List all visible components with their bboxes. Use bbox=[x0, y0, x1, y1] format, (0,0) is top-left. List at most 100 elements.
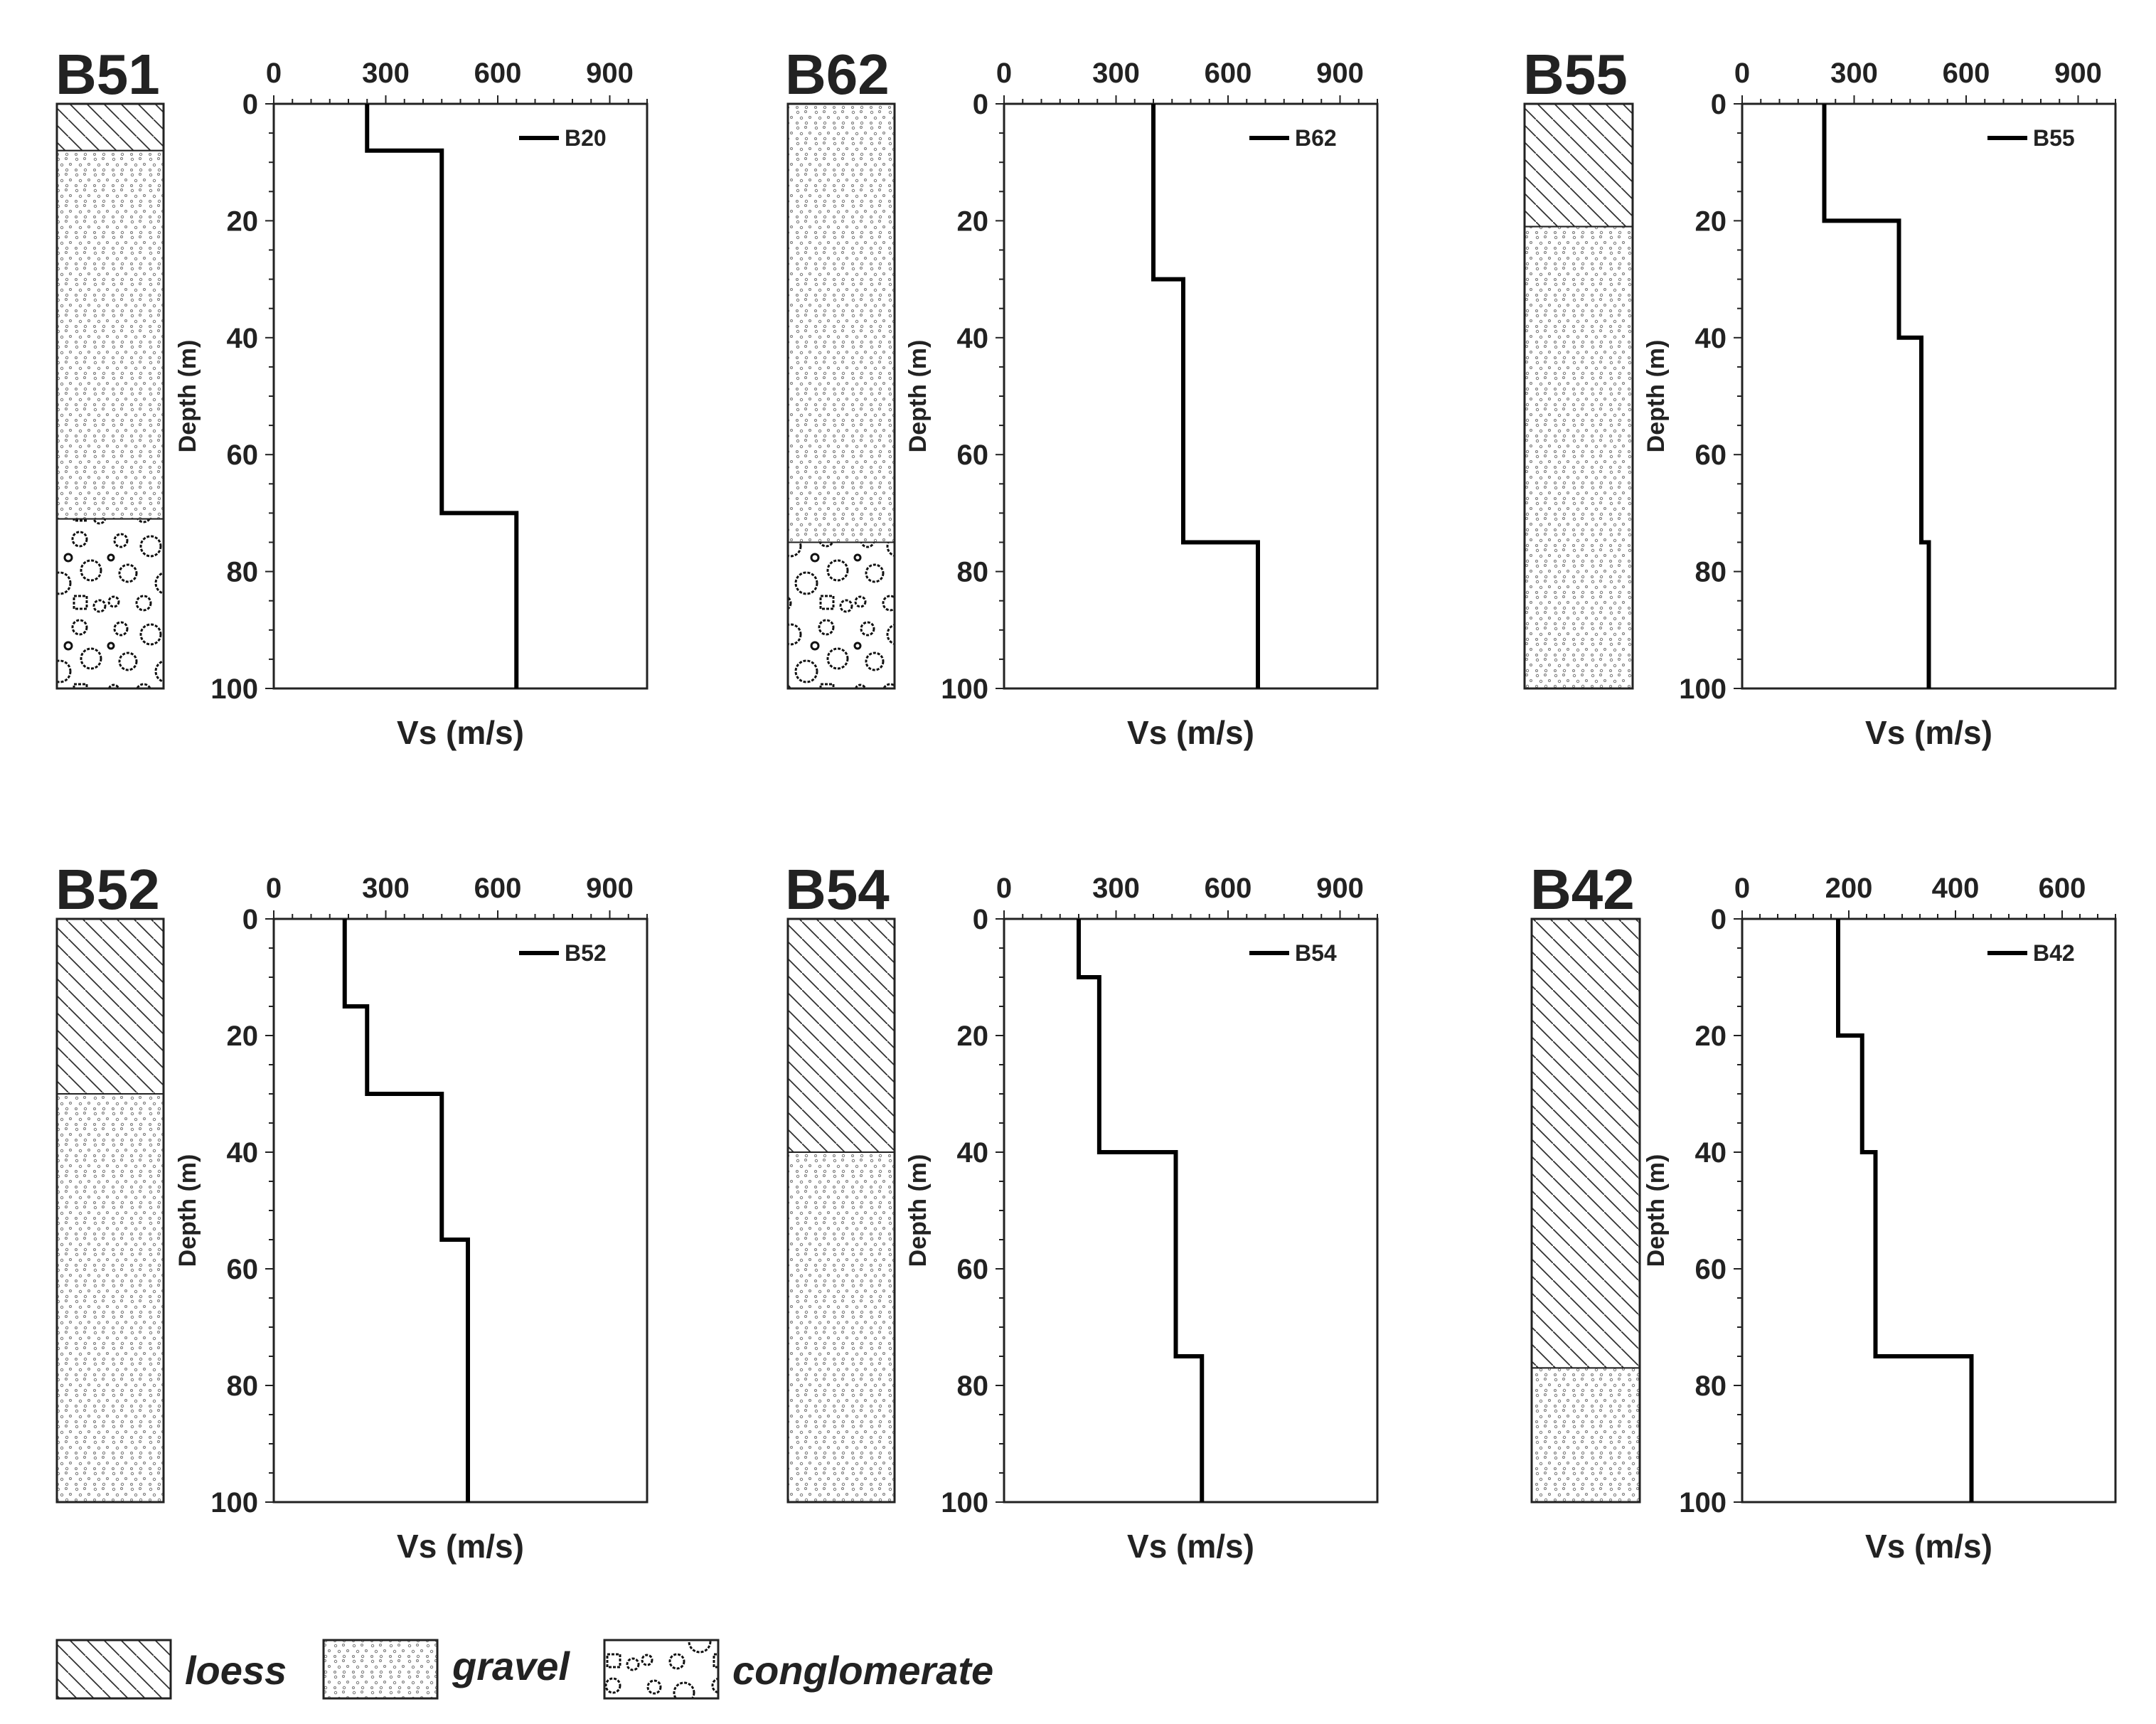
soil-layer-conglomerate bbox=[787, 541, 895, 689]
y-tick-label: 20 bbox=[957, 206, 989, 237]
soil-legend-swatch-loess bbox=[55, 1639, 172, 1700]
soil-layer-loess bbox=[56, 918, 164, 1095]
y-tick-label: 20 bbox=[227, 206, 259, 237]
y-tick-label: 100 bbox=[941, 1487, 988, 1518]
x-tick-label: 900 bbox=[2054, 58, 2102, 89]
y-tick-label: 80 bbox=[957, 1371, 989, 1402]
y-tick-label: 20 bbox=[1695, 1021, 1727, 1052]
x-tick-label: 300 bbox=[1830, 58, 1878, 89]
vs-profile-line bbox=[1151, 104, 1260, 688]
y-tick-label: 80 bbox=[227, 557, 259, 588]
x-tick-label: 300 bbox=[1092, 873, 1140, 904]
x-tick-label: 600 bbox=[474, 873, 522, 904]
soil-layer-gravel bbox=[787, 1151, 895, 1503]
soil-legend-label-loess: loess bbox=[185, 1648, 287, 1693]
panel-b55: B55 0 300 600 900 0 20 40 60 80 100 Vs (m/s) Depth (… bbox=[1523, 43, 2117, 751]
borehole-column bbox=[786, 102, 896, 690]
soil-layer-loess bbox=[1524, 103, 1633, 228]
plot-frame bbox=[272, 102, 649, 690]
y-axis-title: Depth (m) bbox=[904, 340, 932, 453]
x-tick-label: 0 bbox=[1734, 873, 1750, 904]
vs-profile-line bbox=[1077, 919, 1205, 1502]
panel-label: B42 bbox=[1530, 858, 1635, 921]
y-tick-label: 100 bbox=[1679, 1487, 1727, 1518]
vs-profile-line bbox=[1836, 919, 1974, 1502]
legend-label: B52 bbox=[565, 940, 607, 966]
y-tick-label: 20 bbox=[227, 1021, 259, 1052]
y-tick-label: 0 bbox=[242, 89, 258, 120]
panel-label: B51 bbox=[55, 43, 160, 106]
y-tick-label: 0 bbox=[1711, 89, 1727, 120]
plot-frame bbox=[272, 917, 649, 1504]
borehole-column bbox=[786, 917, 896, 1504]
x-tick-label: 0 bbox=[1734, 58, 1750, 89]
legend-label: B55 bbox=[2033, 125, 2075, 151]
x-tick-label: 900 bbox=[1316, 58, 1364, 89]
x-tick-label: 600 bbox=[2039, 873, 2086, 904]
x-tick-label: 0 bbox=[996, 58, 1012, 89]
panel-label: B55 bbox=[1523, 43, 1628, 106]
y-tick-label: 60 bbox=[957, 1254, 989, 1285]
soil-layer-gravel bbox=[787, 103, 895, 543]
x-tick-label: 900 bbox=[586, 873, 634, 904]
y-tick-label: 0 bbox=[1711, 904, 1727, 935]
y-axis-title: Depth (m) bbox=[174, 340, 201, 453]
panel-b54: B54 0 300 600 900 0 20 40 60 80 100 Vs (m/s) Depth (… bbox=[785, 858, 1379, 1565]
y-tick-label: 60 bbox=[227, 440, 259, 471]
y-tick-label: 20 bbox=[957, 1021, 989, 1052]
x-tick-label: 600 bbox=[1205, 873, 1252, 904]
y-tick-label: 60 bbox=[957, 440, 989, 471]
legend-label: B54 bbox=[1295, 940, 1337, 966]
plot-frame bbox=[1741, 917, 2117, 1504]
borehole-column bbox=[55, 102, 165, 690]
y-tick-label: 100 bbox=[941, 674, 988, 705]
soil-layer-conglomerate bbox=[56, 518, 164, 689]
soil-legend-swatch-gravel bbox=[322, 1639, 439, 1700]
y-tick-label: 40 bbox=[1695, 323, 1727, 354]
y-tick-label: 80 bbox=[227, 1371, 259, 1402]
x-tick-label: 0 bbox=[266, 58, 282, 89]
soil-legend: loess gravel conglomerate bbox=[55, 1639, 993, 1700]
soil-legend-label-gravel: gravel bbox=[452, 1644, 570, 1688]
panel-b52: B52 0 300 600 900 0 20 40 60 80 100 Vs (m/s) Depth (… bbox=[55, 858, 649, 1565]
x-tick-label: 200 bbox=[1825, 873, 1873, 904]
y-tick-label: 40 bbox=[1695, 1137, 1727, 1169]
plot-frame bbox=[1003, 102, 1379, 690]
x-axis-title: Vs (m/s) bbox=[1127, 714, 1254, 751]
soil-layer-gravel bbox=[56, 1093, 164, 1503]
x-tick-label: 900 bbox=[586, 58, 634, 89]
x-axis-title: Vs (m/s) bbox=[397, 1528, 524, 1565]
x-tick-label: 600 bbox=[1943, 58, 1990, 89]
y-tick-label: 80 bbox=[1695, 557, 1727, 588]
y-tick-label: 40 bbox=[957, 323, 989, 354]
panel-b42: B42 0 200 400 600 0 20 40 60 80 100 Vs (m/s) Depth (… bbox=[1530, 858, 2117, 1565]
y-tick-label: 0 bbox=[973, 89, 988, 120]
x-axis-title: Vs (m/s) bbox=[397, 714, 524, 751]
x-tick-label: 600 bbox=[474, 58, 522, 89]
y-tick-label: 60 bbox=[227, 1254, 259, 1285]
plot-frame bbox=[1003, 917, 1379, 1504]
y-tick-label: 60 bbox=[1695, 1254, 1727, 1285]
soil-layer-loess bbox=[1531, 918, 1640, 1369]
x-tick-label: 0 bbox=[996, 873, 1012, 904]
y-tick-label: 100 bbox=[210, 674, 258, 705]
vs-profile-line bbox=[342, 919, 470, 1502]
y-tick-label: 20 bbox=[1695, 206, 1727, 237]
y-axis-title: Depth (m) bbox=[904, 1154, 932, 1267]
panel-label: B54 bbox=[785, 858, 890, 921]
y-tick-label: 0 bbox=[242, 904, 258, 935]
y-tick-label: 40 bbox=[227, 1137, 259, 1169]
y-tick-label: 80 bbox=[1695, 1371, 1727, 1402]
panel-b51: B51 0 300 600 900 0 20 40 60 80 100 Vs (m/s) Depth (… bbox=[55, 43, 649, 751]
soil-layer-gravel bbox=[1531, 1367, 1640, 1504]
x-tick-label: 300 bbox=[362, 873, 410, 904]
y-tick-label: 40 bbox=[957, 1137, 989, 1169]
y-axis-title: Depth (m) bbox=[1643, 340, 1670, 453]
soil-layer-gravel bbox=[56, 149, 164, 520]
vs-profile-line bbox=[1822, 104, 1931, 688]
panel-label: B52 bbox=[55, 858, 160, 921]
x-tick-label: 900 bbox=[1316, 873, 1364, 904]
vs-profile-line bbox=[365, 104, 519, 688]
y-axis-title: Depth (m) bbox=[1643, 1154, 1670, 1267]
